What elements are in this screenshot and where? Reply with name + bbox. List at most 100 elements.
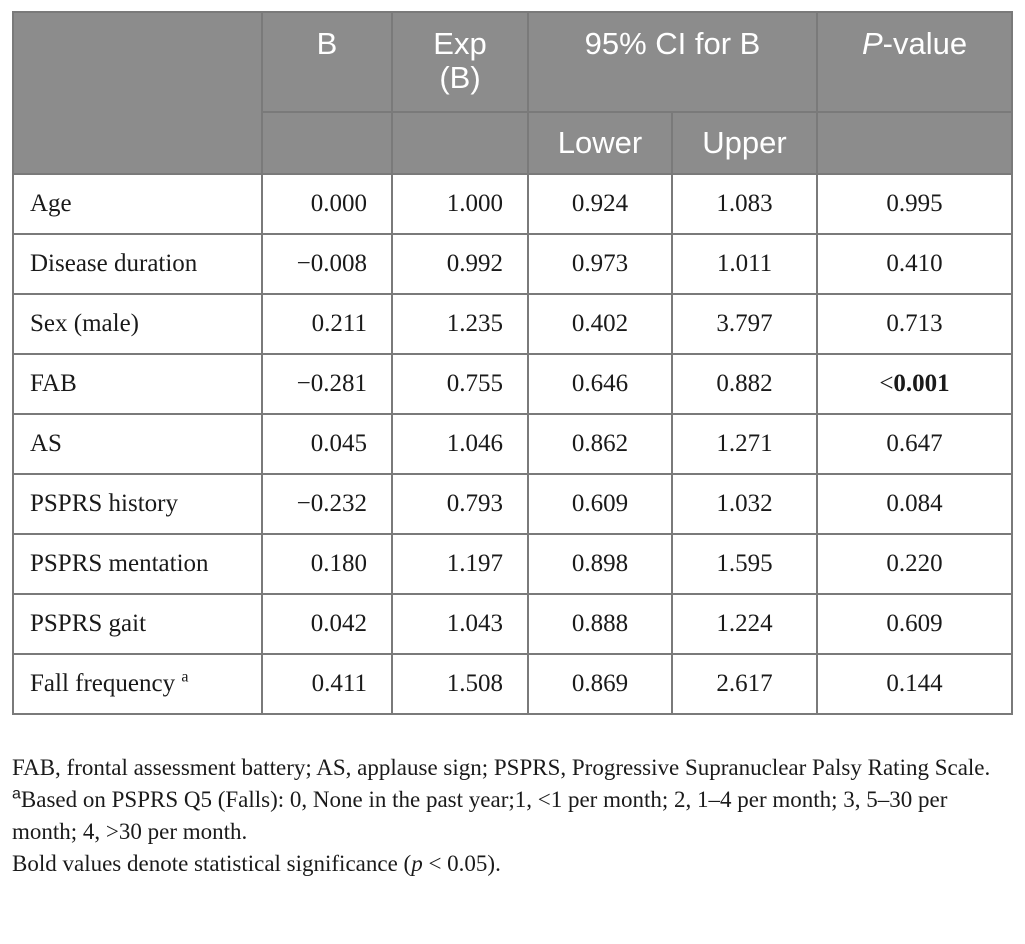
cell-ci-lower: 0.924 xyxy=(527,173,673,235)
cell-p-value: 0.220 xyxy=(816,533,1013,595)
header-row-top: B Exp (B) 95% CI for B P-value xyxy=(12,11,1013,175)
row-label: PSPRS gait xyxy=(12,593,263,655)
cell-p-value: <0.001 xyxy=(816,353,1013,415)
regression-table: B Exp (B) 95% CI for B P-value Lower Upp… xyxy=(12,11,1013,715)
cell-ci-lower: 0.646 xyxy=(527,353,673,415)
cell-ci-upper: 2.617 xyxy=(671,653,818,715)
cell-ci-upper: 1.083 xyxy=(671,173,818,235)
cell-exp-b: 1.235 xyxy=(391,293,529,355)
cell-ci-upper: 3.797 xyxy=(671,293,818,355)
cell-ci-upper: 1.271 xyxy=(671,413,818,475)
header-exp-b-line1: Exp xyxy=(433,26,487,61)
row-label: Age xyxy=(12,173,263,235)
cell-p-value: 0.144 xyxy=(816,653,1013,715)
cell-exp-b: 1.046 xyxy=(391,413,529,475)
p-value-number: 0.220 xyxy=(886,550,943,577)
header-exp-b-line2: (B) xyxy=(439,60,481,95)
table-row: Sex (male) 0.211 1.235 0.402 3.797 0.713 xyxy=(12,293,1013,355)
bold-significance-note: Bold values denote statistical significa… xyxy=(12,851,501,876)
row-label-text: PSPRS history xyxy=(30,490,178,517)
cell-ci-upper: 1.032 xyxy=(671,473,818,535)
cell-ci-lower: 0.973 xyxy=(527,233,673,295)
cell-ci-lower: 0.862 xyxy=(527,413,673,475)
header-p-italic: P xyxy=(861,26,883,61)
row-label: PSPRS mentation xyxy=(12,533,263,595)
regression-table-container: B Exp (B) 95% CI for B P-value Lower Upp… xyxy=(12,11,1013,715)
header-exp-b: Exp (B) xyxy=(391,11,529,113)
cell-exp-b: 1.043 xyxy=(391,593,529,655)
cell-b: 0.180 xyxy=(261,533,393,595)
table-row: Fall frequency a 0.411 1.508 0.869 2.617 0.14… xyxy=(12,653,1013,715)
cell-b: −0.232 xyxy=(261,473,393,535)
cell-ci-upper: 1.224 xyxy=(671,593,818,655)
cell-ci-lower: 0.609 xyxy=(527,473,673,535)
header-p-rest: -value xyxy=(882,26,968,61)
row-label-text: Sex (male) xyxy=(30,310,139,337)
cell-b: −0.008 xyxy=(261,233,393,295)
p-value-number: 0.084 xyxy=(886,490,943,517)
header-row-sub: Lower Upper xyxy=(13,111,1013,175)
cell-ci-lower: 0.402 xyxy=(527,293,673,355)
p-value-number: 0.144 xyxy=(886,670,943,697)
cell-exp-b: 1.000 xyxy=(391,173,529,235)
p-value-number: 0.647 xyxy=(886,430,943,457)
cell-ci-lower: 0.898 xyxy=(527,533,673,595)
header-sub-blank-p xyxy=(816,111,1013,175)
p-value-prefix: < xyxy=(879,370,894,397)
row-label-sup: a xyxy=(181,668,189,686)
row-label: PSPRS history xyxy=(12,473,263,535)
cell-ci-upper: 0.882 xyxy=(671,353,818,415)
cell-b: 0.000 xyxy=(261,173,393,235)
table-row: FAB −0.281 0.755 0.646 0.882 <0.001 xyxy=(12,353,1013,415)
header-upper: Upper xyxy=(671,111,818,175)
header-p-value: P-value xyxy=(816,11,1013,113)
cell-p-value: 0.647 xyxy=(816,413,1013,475)
row-label-text: Age xyxy=(30,190,72,217)
header-lower: Lower xyxy=(527,111,673,175)
row-label-text: FAB xyxy=(30,370,77,397)
row-label-text: Fall frequency xyxy=(30,670,182,697)
table-row: Disease duration −0.008 0.992 0.973 1.011 0.4… xyxy=(12,233,1013,295)
cell-ci-lower: 0.869 xyxy=(527,653,673,715)
cell-b: 0.042 xyxy=(261,593,393,655)
cell-b: 0.211 xyxy=(261,293,393,355)
cell-exp-b: 0.992 xyxy=(391,233,529,295)
row-label-text: AS xyxy=(30,430,62,457)
table-row: Age 0.000 1.000 0.924 1.083 0.995 xyxy=(12,173,1013,235)
footnote-text: Based on PSPRS Q5 (Falls): 0, None in th… xyxy=(12,787,948,844)
cell-ci-upper: 1.011 xyxy=(671,233,818,295)
row-label-text: PSPRS gait xyxy=(30,610,147,637)
cell-b: 0.411 xyxy=(261,653,393,715)
table-row: AS 0.045 1.046 0.862 1.271 0.647 xyxy=(12,413,1013,475)
cell-p-value: 0.713 xyxy=(816,293,1013,355)
footnote-marker: a xyxy=(12,785,21,803)
footnote-a: aBased on PSPRS Q5 (Falls): 0, None in t… xyxy=(12,784,1011,848)
header-ci: 95% CI for B xyxy=(527,11,818,113)
row-label: FAB xyxy=(12,353,263,415)
table-header: B Exp (B) 95% CI for B P-value Lower Upp… xyxy=(12,11,1013,175)
cell-b: 0.045 xyxy=(261,413,393,475)
p-value-number: 0.410 xyxy=(886,250,943,277)
row-label-text: Disease duration xyxy=(30,250,198,277)
table-row: PSPRS mentation 0.180 1.197 0.898 1.595 0.220 xyxy=(12,533,1013,595)
header-sub-blank-b xyxy=(261,111,393,175)
cell-p-value: 0.410 xyxy=(816,233,1013,295)
header-sub-blank-exp xyxy=(391,111,529,175)
p-value-number: 0.995 xyxy=(886,190,943,217)
cell-b: −0.281 xyxy=(261,353,393,415)
abbreviations-note: FAB, frontal assessment battery; AS, app… xyxy=(12,755,991,780)
cell-exp-b: 1.197 xyxy=(391,533,529,595)
row-label: Sex (male) xyxy=(12,293,263,355)
cell-p-value: 0.609 xyxy=(816,593,1013,655)
row-label: Fall frequency a xyxy=(12,653,263,715)
cell-ci-upper: 1.595 xyxy=(671,533,818,595)
cell-p-value: 0.995 xyxy=(816,173,1013,235)
header-blank xyxy=(12,11,263,175)
row-label: AS xyxy=(12,413,263,475)
cell-ci-lower: 0.888 xyxy=(527,593,673,655)
table-body: Age 0.000 1.000 0.924 1.083 0.995 Disease dura… xyxy=(12,173,1013,715)
p-value-number: 0.001 xyxy=(893,370,950,397)
table-row: PSPRS history −0.232 0.793 0.609 1.032 0.084 xyxy=(12,473,1013,535)
table-notes: FAB, frontal assessment battery; AS, app… xyxy=(12,752,1011,880)
row-label: Disease duration xyxy=(12,233,263,295)
